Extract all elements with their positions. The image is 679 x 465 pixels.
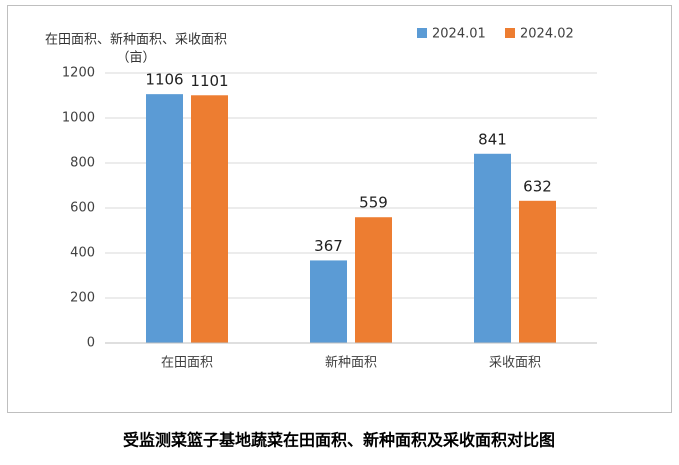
value-label: 632 [523,177,552,195]
y-tick-label: 0 [87,336,95,351]
bar [191,95,228,344]
bar [310,260,347,343]
y-axis-label: 在田面积、新种面积、采收面积 [45,32,227,48]
x-tick-label: 在田面积 [161,356,213,371]
legend-swatch [505,28,515,38]
legend-label: 2024.02 [520,27,574,42]
y-tick-label: 1200 [62,66,95,81]
bar [146,94,183,344]
y-axis-label: （亩） [116,50,155,66]
value-label: 1106 [145,71,183,89]
x-tick-label: 新种面积 [325,355,377,371]
y-tick-label: 800 [70,156,95,171]
x-tick-label: 采收面积 [489,356,541,371]
y-tick-label: 600 [70,201,95,216]
legend-swatch [417,28,427,38]
bar [519,200,556,343]
legend-label: 2024.01 [432,27,486,42]
value-label: 559 [359,194,388,212]
y-tick-label: 200 [70,291,95,306]
y-tick-label: 1000 [62,111,95,126]
value-label: 367 [314,237,343,255]
bar [474,153,511,343]
chart-title: 受监测菜篮子基地蔬菜在田面积、新种面积及采收面积对比图 [123,431,555,450]
chart-border [7,5,672,413]
value-label: 841 [478,130,507,148]
y-tick-label: 400 [70,246,95,261]
value-label: 1101 [190,72,228,90]
bar [355,217,392,343]
